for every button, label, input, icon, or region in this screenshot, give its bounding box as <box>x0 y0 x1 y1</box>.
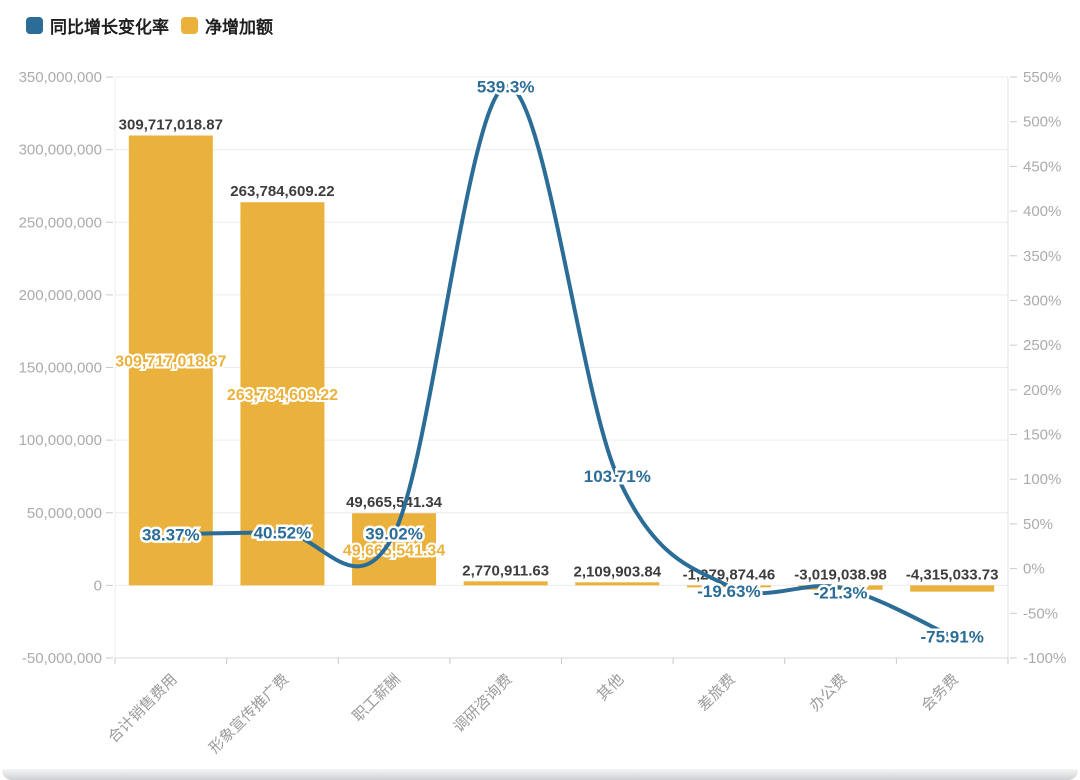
right-axis-tick-label: 400% <box>1023 203 1061 220</box>
legend-marker-line-series <box>26 17 43 34</box>
legend-item-net-increase[interactable]: 净增加额 <box>181 13 273 38</box>
growth-rate-line <box>168 84 955 639</box>
legend-item-growth-rate[interactable]: 同比增长变化率 <box>26 13 169 38</box>
right-axis-tick-label: 100% <box>1023 471 1061 488</box>
left-axis-tick-label: 0 <box>94 577 102 594</box>
bar <box>128 135 213 586</box>
line-point-label: 38.37% <box>142 525 200 544</box>
category-label: 形象宣传推广费 <box>206 671 292 757</box>
category-label: 办公费 <box>807 671 851 715</box>
legend-marker-bar-series <box>181 17 198 34</box>
panel-bottom-edge <box>2 769 1078 780</box>
line-point-label: 40.52% <box>254 523 312 542</box>
chart-legend: 同比增长变化率 净增加额 <box>26 13 273 38</box>
bar-value-label: 49,665,541.34 <box>346 494 443 511</box>
bar-value-label: -1,279,874.46 <box>683 566 776 583</box>
line-point-label: -75.91% <box>921 627 984 646</box>
category-label: 差旅费 <box>695 671 739 715</box>
line-point-label: -19.63% <box>697 582 760 601</box>
right-axis-tick-label: 500% <box>1023 114 1061 131</box>
bar <box>910 585 995 592</box>
category-label: 其他 <box>594 671 627 704</box>
right-axis-tick-label: 450% <box>1023 158 1061 175</box>
bar <box>352 513 437 586</box>
bar <box>463 581 548 586</box>
right-axis-tick-label: 250% <box>1023 337 1061 354</box>
right-axis-tick-label: 150% <box>1023 427 1061 444</box>
line-point-label: 539.3% <box>477 78 535 97</box>
bar-inner-label: 309,717,018.87 <box>115 353 226 370</box>
right-axis-tick-label: 350% <box>1023 248 1061 265</box>
right-axis-tick-label: 0% <box>1023 561 1045 578</box>
right-axis-tick-label: -50% <box>1023 605 1058 622</box>
right-axis-tick-label: 550% <box>1023 69 1061 86</box>
left-axis-tick-label: 50,000,000 <box>27 505 102 522</box>
left-axis-tick-label: 150,000,000 <box>19 360 102 377</box>
bar-value-label: 263,784,609.22 <box>230 183 334 200</box>
right-axis-tick-label: 50% <box>1023 516 1053 533</box>
legend-label-growth-rate: 同比增长变化率 <box>50 18 169 37</box>
right-axis-tick-label: 200% <box>1023 382 1061 399</box>
left-axis-tick-label: 300,000,000 <box>19 142 102 159</box>
left-axis-tick-label: 250,000,000 <box>19 214 102 231</box>
bar-value-label: 309,717,018.87 <box>119 117 223 134</box>
left-axis-tick-label: 100,000,000 <box>19 432 102 449</box>
category-label: 合计销售费用 <box>105 671 181 747</box>
category-label: 职工薪酬 <box>349 671 403 725</box>
category-label: 调研咨询费 <box>450 671 515 736</box>
right-axis-tick-label: -100% <box>1023 650 1066 667</box>
right-axis-tick-label: 300% <box>1023 292 1061 309</box>
left-axis-tick-label: 200,000,000 <box>19 287 102 304</box>
left-axis-tick-label: 350,000,000 <box>19 69 102 86</box>
bar-value-label: -3,019,038.98 <box>794 566 887 583</box>
category-label: 会务费 <box>918 671 962 715</box>
bar-inner-label: 263,784,609.22 <box>227 387 338 404</box>
line-point-label: -21.3% <box>814 584 868 603</box>
bar-value-label: 2,770,911.63 <box>462 562 549 579</box>
bar-inner-label: 49,665,541.34 <box>343 542 445 559</box>
left-axis-tick-label: -50,000,000 <box>22 650 102 667</box>
bar <box>575 582 660 586</box>
bar-value-label: 2,109,903.84 <box>574 563 662 580</box>
line-point-label: 103.71% <box>584 467 651 486</box>
legend-label-net-increase: 净增加额 <box>205 18 273 37</box>
bar-value-label: -4,315,033.73 <box>906 566 999 583</box>
bar <box>240 202 325 586</box>
line-point-label: 39.02% <box>365 525 423 544</box>
